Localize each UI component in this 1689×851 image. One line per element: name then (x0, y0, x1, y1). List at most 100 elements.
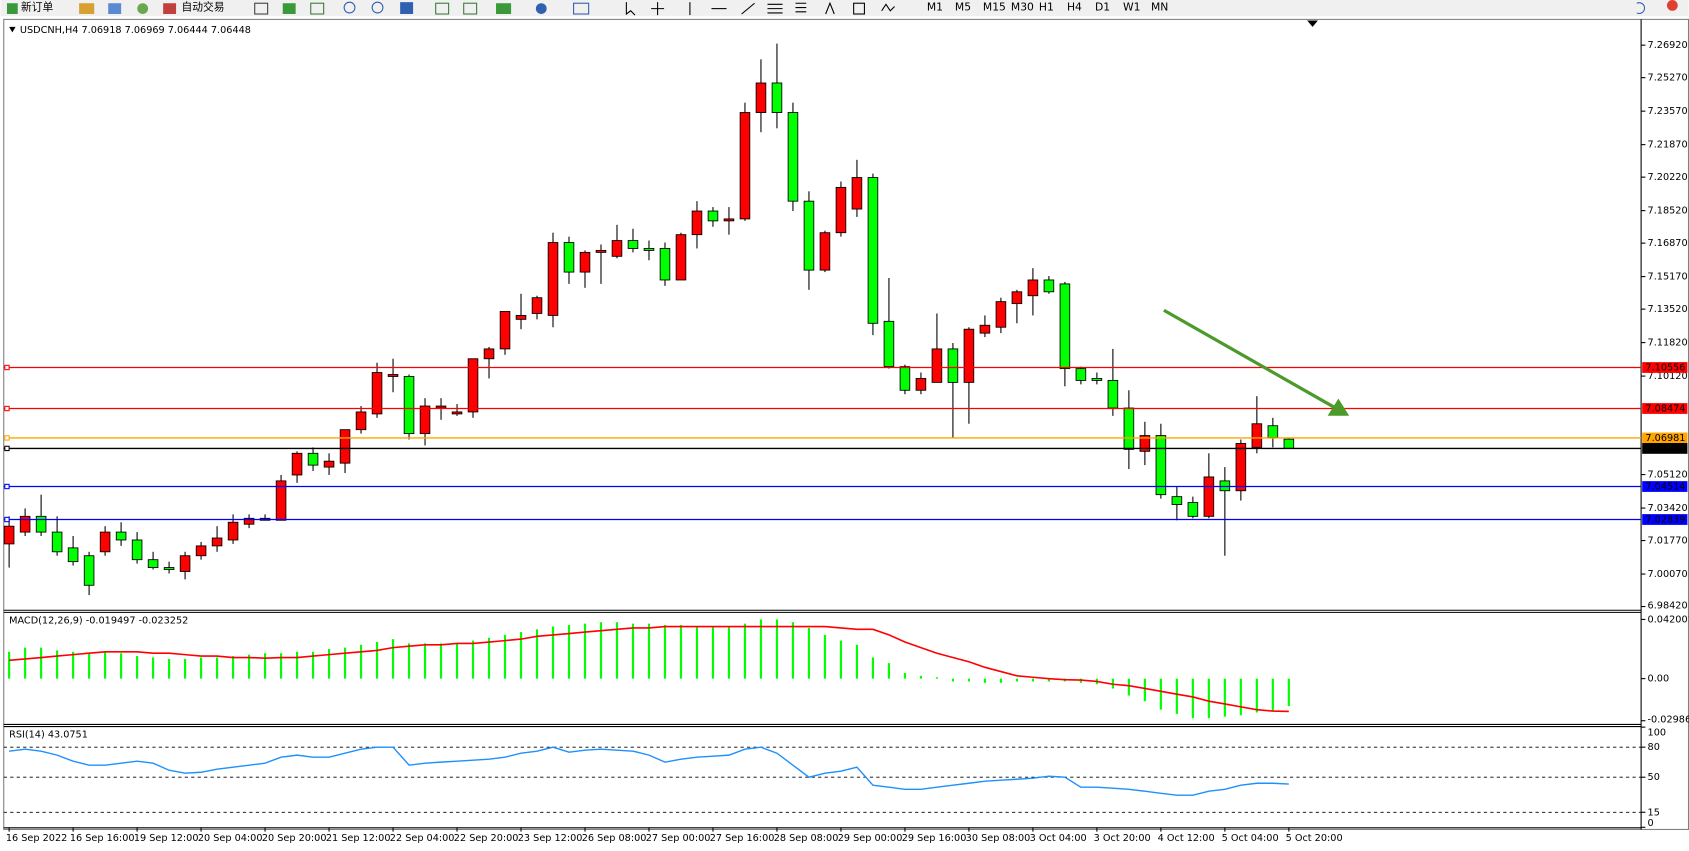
macd-bar (631, 623, 635, 679)
candle-body (531, 297, 543, 314)
macd-bar (567, 625, 571, 679)
macd-bar (535, 629, 539, 679)
arrow-shaft[interactable] (1163, 308, 1335, 409)
macd-bar (503, 634, 507, 679)
macd-bar (775, 619, 779, 679)
x-tick-label: 28 Sep 08:00 (774, 833, 839, 844)
icon[interactable] (881, 3, 895, 12)
macd-bar (647, 623, 651, 679)
candle-body (867, 177, 879, 324)
macd-bar (1255, 678, 1258, 713)
candle-body (35, 515, 47, 533)
timeframe-button[interactable]: H4 (1067, 1, 1082, 14)
new-order-label[interactable]: 新订单 (21, 1, 54, 14)
candle-body (451, 411, 463, 415)
x-tick-label: 20 Sep 04:00 (198, 833, 263, 844)
candle-body (483, 348, 495, 360)
trend-arrow[interactable] (1163, 308, 1350, 416)
x-tick-label: 3 Oct 04:00 (1030, 833, 1087, 844)
candle-body (755, 82, 767, 113)
icon[interactable] (825, 1, 835, 15)
macd-bar (72, 651, 75, 679)
macd-bar (1143, 678, 1146, 702)
rsi-title: RSI(14) 43.0751 (9, 730, 88, 741)
shift-marker[interactable] (1307, 20, 1318, 27)
icon[interactable] (625, 2, 636, 16)
candle-body (243, 517, 255, 525)
macd-bar (88, 653, 91, 679)
auto-trading-label[interactable]: 自动交易 (181, 1, 224, 14)
icon[interactable] (310, 2, 325, 15)
candle-body (499, 311, 511, 350)
candle-body (275, 480, 287, 521)
candle-body (1027, 279, 1039, 297)
macd-bar (615, 622, 619, 679)
icon[interactable] (795, 2, 807, 13)
x-tick-label: 23 Sep 12:00 (518, 833, 583, 844)
timeframe-button[interactable]: M1 (927, 1, 943, 14)
search-icon[interactable] (1636, 2, 1646, 14)
y-tick-label: 6.98420 (1648, 600, 1688, 611)
candle-body (323, 460, 335, 468)
arrow-head[interactable] (1327, 398, 1350, 416)
icon[interactable] (282, 3, 296, 15)
x-tick-label: 22 Sep 20:00 (454, 833, 519, 844)
macd-bar (1175, 678, 1178, 714)
icon[interactable] (853, 2, 865, 15)
timeframe-button[interactable]: M30 (1011, 1, 1034, 14)
macd-signal-line (9, 625, 1289, 713)
macd-bar (359, 644, 363, 679)
icon[interactable] (400, 2, 414, 15)
macd-bar (999, 678, 1002, 683)
timeframe-button[interactable]: MN (1151, 1, 1168, 14)
candle-body (723, 218, 735, 222)
timeframe-button[interactable]: H1 (1039, 1, 1054, 14)
icon[interactable] (108, 3, 122, 15)
macd-bar (983, 678, 986, 683)
macd-bar (855, 644, 859, 679)
candle-body (3, 525, 15, 545)
new-order-button[interactable] (3, 1, 69, 16)
icon[interactable] (651, 2, 665, 16)
price-level-label: 7.04514 (1645, 482, 1685, 493)
timeframe-button[interactable]: W1 (1123, 1, 1141, 14)
timeframe-button[interactable]: M15 (983, 1, 1006, 14)
icon[interactable] (137, 3, 149, 15)
timeframe-button[interactable]: D1 (1095, 1, 1110, 14)
x-tick-label: 5 Oct 20:00 (1286, 833, 1343, 844)
candle-body (787, 112, 799, 202)
x-tick-label: 22 Sep 04:00 (390, 833, 455, 844)
macd-bar (327, 649, 331, 679)
candle-body (387, 374, 399, 377)
menu-arrow[interactable] (9, 26, 16, 33)
y-tick-label: 7.18520 (1648, 206, 1688, 217)
y-tick-label: 100 (1648, 728, 1667, 739)
icon[interactable] (254, 2, 269, 15)
icon[interactable] (435, 2, 450, 15)
macd-bar (24, 647, 27, 679)
icon[interactable] (573, 2, 590, 15)
icon[interactable] (767, 3, 783, 14)
icon[interactable] (371, 1, 384, 14)
icon[interactable] (496, 3, 512, 15)
icon[interactable] (463, 2, 478, 15)
candle-body (147, 559, 159, 568)
macd-bar (679, 625, 683, 679)
notification-badge[interactable] (1666, 0, 1678, 11)
macd-bar (663, 625, 667, 679)
timeframe-button[interactable]: M5 (955, 1, 971, 14)
macd-bar (1159, 678, 1162, 710)
icon[interactable] (79, 3, 95, 15)
candle-body (835, 186, 847, 234)
auto-trading-button[interactable] (159, 1, 236, 16)
macd-bar (439, 643, 443, 679)
icon[interactable] (741, 2, 755, 15)
toolbar-bg (0, 0, 1689, 17)
icon[interactable] (343, 1, 356, 14)
y-tick-label: 0 (1648, 818, 1654, 829)
candle-body (963, 328, 975, 383)
x-tick-label: 29 Sep 16:00 (902, 833, 967, 844)
icon[interactable] (535, 3, 547, 15)
macd-bar (1047, 678, 1050, 682)
